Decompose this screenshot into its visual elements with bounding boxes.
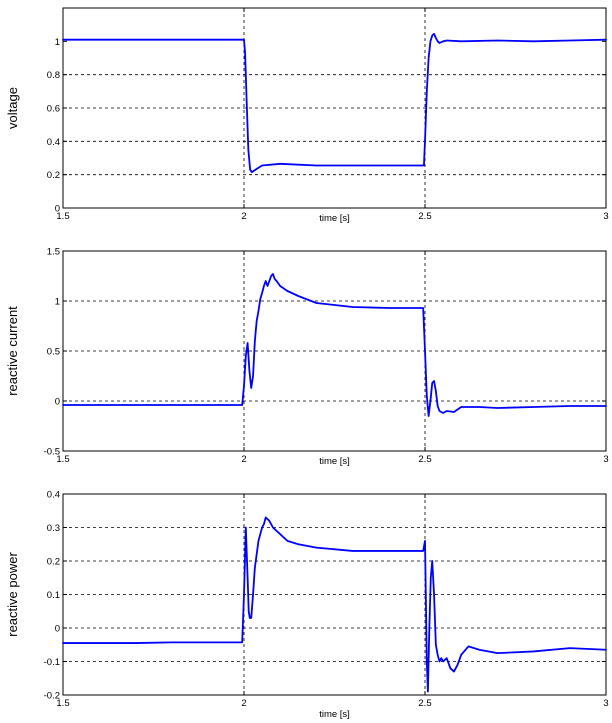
y-tick-label: 0.5 <box>47 347 60 358</box>
y-tick-label: 0.2 <box>47 557 60 568</box>
x-axis-label: time [s] <box>319 709 350 720</box>
y-tick-label: 0.8 <box>47 70 60 81</box>
series-line <box>62 32 607 174</box>
x-tick-label: 2.5 <box>418 211 431 222</box>
x-tick-label: 2.5 <box>418 454 431 465</box>
x-tick-label: 1.5 <box>56 211 69 222</box>
y-tick-label: 0.4 <box>47 137 60 148</box>
chart-panel-2: 1.5 2 2.5 3 -0.5 0 0.5 1 1.5 time [s] reactive cur… <box>5 247 609 468</box>
series-line <box>62 273 607 417</box>
y-tick-label: 0.4 <box>47 490 60 501</box>
y-tick-label: 0.3 <box>47 523 60 534</box>
y-tick-label: 1 <box>55 37 60 48</box>
y-tick-label: 0 <box>55 397 60 408</box>
y-tick-label: 0 <box>55 204 60 215</box>
y-tick-label: -0.1 <box>44 657 60 668</box>
x-tick-label: 3 <box>603 698 608 709</box>
x-tick-label: 2 <box>241 698 246 709</box>
x-tick-label: 1.5 <box>56 698 69 709</box>
y-tick-label: 0 <box>55 624 60 635</box>
x-tick-label: 2 <box>241 454 246 465</box>
x-tick-label: 1.5 <box>56 454 69 465</box>
x-axis-label: time [s] <box>319 213 350 224</box>
y-tick-label: 1.5 <box>47 247 60 258</box>
x-tick-label: 2.5 <box>418 698 431 709</box>
y-axis-label: reactive current <box>5 306 20 396</box>
y-tick-label: -0.2 <box>44 691 60 702</box>
y-tick-label: 0.2 <box>47 170 60 181</box>
x-tick-label: 2 <box>241 211 246 222</box>
y-axis-label: voltage <box>5 87 20 129</box>
y-tick-label: 0.6 <box>47 104 60 115</box>
x-axis-label: time [s] <box>319 456 350 467</box>
x-tick-label: 3 <box>603 454 608 465</box>
y-tick-label: 0.1 <box>47 590 60 601</box>
chart-panel-1: 1.5 2 2.5 3 0 0.2 0.4 0.6 0.8 1 time [s] voltage <box>5 7 609 224</box>
y-axis-label: reactive power <box>5 552 20 637</box>
x-tick-label: 3 <box>603 211 608 222</box>
chart-panel-3: 1.5 2 2.5 3 -0.2 -0.1 0 0.1 0.2 0.3 0.4 time [s] rea… <box>5 490 609 721</box>
y-tick-label: 1 <box>55 297 60 308</box>
y-tick-label: -0.5 <box>44 447 60 458</box>
series-line <box>62 516 607 693</box>
